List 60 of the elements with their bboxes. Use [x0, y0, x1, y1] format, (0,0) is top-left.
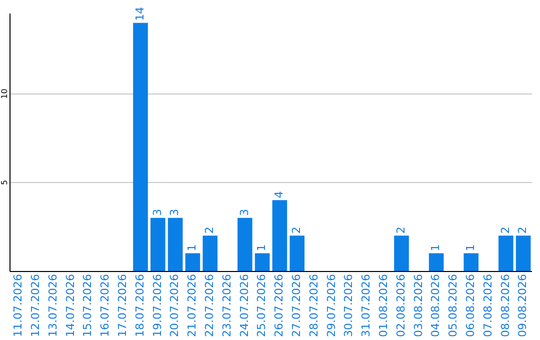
x-tick-label: 20.07.2026	[168, 274, 182, 338]
data-label: 1	[186, 244, 199, 252]
y-tick-label: 10	[0, 88, 10, 99]
x-tick-label: 14.07.2026	[64, 274, 77, 338]
bar	[498, 236, 514, 272]
x-tick-label: 27.07.2026	[290, 274, 303, 338]
bar	[254, 253, 270, 272]
x-tick-label: 23.07.2026	[220, 274, 234, 338]
x-tick-label: 24.07.2026	[238, 274, 251, 338]
data-label: 3	[168, 208, 182, 216]
x-tick-label: 19.07.2026	[150, 274, 164, 338]
x-tick-label: 28.07.2026	[307, 274, 320, 338]
x-tick-label: 08.08.2026	[498, 274, 512, 338]
bar	[464, 253, 478, 272]
data-label: 2	[516, 226, 530, 234]
x-tick-label: 11.07.2026	[12, 274, 25, 338]
bar	[185, 253, 200, 272]
x-tick-label: 18.07.2026	[133, 274, 146, 338]
data-label: 1	[429, 244, 442, 252]
data-label: 3	[238, 208, 251, 216]
x-tick-label: 06.08.2026	[464, 274, 477, 338]
x-tick-label: 07.08.2026	[481, 274, 494, 338]
bar	[516, 236, 531, 272]
bar	[428, 253, 444, 272]
data-label: 2	[202, 226, 216, 234]
bar	[272, 200, 288, 272]
x-tick-label: 12.07.2026	[28, 274, 42, 338]
bar	[202, 236, 218, 272]
x-tick-label: 26.07.2026	[272, 274, 286, 338]
x-tick-label: 04.08.2026	[429, 274, 442, 338]
x-tick-label: 01.08.2026	[376, 274, 390, 338]
x-tick-label: 05.08.2026	[446, 274, 460, 338]
data-label: 4	[272, 191, 286, 198]
bar	[150, 218, 166, 272]
bar	[168, 218, 183, 272]
data-label: 1	[255, 244, 268, 252]
data-label: 3	[150, 208, 164, 216]
x-tick-label: 15.07.2026	[81, 274, 94, 338]
x-tick-label: 29.07.2026	[324, 274, 338, 338]
bar	[238, 218, 252, 272]
data-label: 1	[464, 244, 477, 252]
data-label: 2	[498, 226, 512, 234]
bar	[394, 236, 409, 272]
x-tick-label: 22.07.2026	[202, 274, 216, 338]
y-tick-label: 5	[0, 180, 10, 185]
x-tick-label: 03.08.2026	[412, 274, 425, 338]
x-tick-label: 16.07.2026	[98, 274, 112, 338]
x-tick-label: 13.07.2026	[46, 274, 60, 338]
x-tick-label: 21.07.2026	[186, 274, 199, 338]
bar	[133, 22, 148, 272]
x-tick-label: 17.07.2026	[116, 274, 129, 338]
data-label: 2	[394, 226, 408, 234]
data-label: 2	[290, 226, 303, 234]
x-tick-label: 02.08.2026	[394, 274, 408, 338]
data-label: 14	[133, 6, 146, 21]
x-tick-label: 30.07.2026	[342, 274, 356, 338]
x-tick-label: 09.08.2026	[516, 274, 530, 338]
bar	[290, 236, 304, 272]
x-tick-label: 31.07.2026	[360, 274, 373, 338]
x-tick-label: 25.07.2026	[255, 274, 268, 338]
